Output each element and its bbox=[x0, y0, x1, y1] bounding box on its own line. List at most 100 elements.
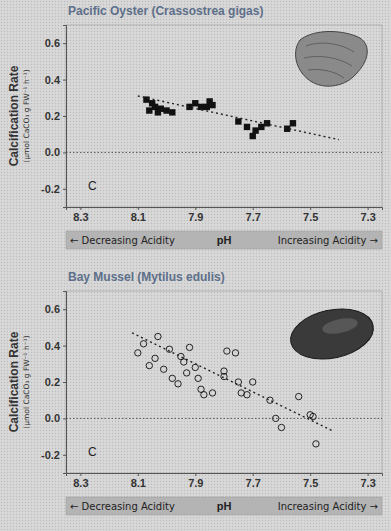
x-axis-title: pH bbox=[217, 234, 232, 246]
x-tick-mark bbox=[368, 473, 369, 476]
x-tick-mark bbox=[253, 473, 254, 476]
data-point bbox=[158, 106, 164, 112]
data-point bbox=[252, 127, 258, 133]
reference-line bbox=[66, 152, 382, 153]
x-tick-mark bbox=[368, 207, 369, 210]
y-tick: -0.2 bbox=[41, 449, 66, 461]
plot-frame bbox=[66, 25, 382, 207]
y-tick-label: 0.2 bbox=[45, 376, 60, 388]
x-tick: 7.9 bbox=[188, 207, 203, 223]
data-point bbox=[310, 413, 316, 419]
data-point bbox=[152, 104, 158, 110]
x-axis-line bbox=[67, 208, 383, 211]
x-tick-mark bbox=[138, 207, 139, 210]
data-point bbox=[273, 415, 279, 421]
y-tick: -0.2 bbox=[41, 183, 66, 195]
y-axis-title: Calcification Rate bbox=[7, 65, 21, 166]
mussel-highlight bbox=[321, 315, 359, 336]
y-axis-units: (µmol CaCO₃ g FW⁻¹ h⁻¹) bbox=[22, 69, 31, 162]
band-label-left: ← Decreasing Acidity bbox=[70, 235, 175, 246]
y-tick-mark bbox=[63, 116, 66, 117]
x-tick-label: 7.7 bbox=[246, 211, 261, 223]
x-tick-mark bbox=[310, 473, 311, 476]
y-tick-label: -0.2 bbox=[41, 183, 60, 195]
y-tick-label: 0.4 bbox=[45, 74, 61, 86]
data-point bbox=[198, 104, 204, 110]
x-tick: 7.7 bbox=[246, 207, 261, 223]
band-label-left: ← Decreasing Acidity bbox=[70, 501, 175, 512]
y-tick-mark bbox=[63, 152, 66, 153]
data-point bbox=[201, 392, 207, 398]
y-tick: 0.2 bbox=[45, 376, 66, 388]
chart-title: Pacific Oyster (Crassostrea gigas) bbox=[68, 4, 263, 18]
data-point bbox=[221, 373, 227, 379]
y-tick: 0.0 bbox=[45, 146, 66, 158]
y-tick: 0.2 bbox=[45, 110, 66, 122]
y-tick-label: 0.4 bbox=[45, 340, 61, 352]
y-tick-label: 0.6 bbox=[45, 37, 60, 49]
background bbox=[0, 0, 391, 531]
y-tick: 0.6 bbox=[45, 303, 66, 315]
x-tick-label: 8.1 bbox=[131, 211, 146, 223]
data-point bbox=[163, 107, 169, 113]
shell-icon bbox=[286, 302, 378, 366]
y-tick-label: 0.6 bbox=[45, 303, 60, 315]
data-point bbox=[258, 124, 264, 130]
data-point bbox=[224, 348, 230, 354]
y-tick-mark bbox=[63, 309, 66, 310]
x-tick: 8.1 bbox=[131, 207, 146, 223]
x-tick: 8.3 bbox=[73, 207, 88, 223]
x-tick-mark bbox=[195, 473, 196, 476]
y-axis-line bbox=[63, 26, 67, 208]
y-axis: -0.2 0.0 0.2 0.4 0.6 bbox=[41, 292, 66, 474]
x-tick: 7.7 bbox=[246, 473, 261, 489]
y-axis-title: Calcification Rate bbox=[7, 331, 21, 432]
y-tick-label: -0.2 bbox=[41, 449, 60, 461]
data-point bbox=[235, 118, 241, 124]
plot-frame bbox=[66, 291, 382, 473]
panel: Bay Mussel (Mytilus edulis)Calcification… bbox=[7, 270, 383, 515]
x-tick-mark bbox=[80, 473, 81, 476]
data-point bbox=[244, 392, 250, 398]
x-tick-label: 7.7 bbox=[246, 477, 261, 489]
x-axis-title: pH bbox=[217, 500, 232, 512]
x-tick-label: 7.9 bbox=[188, 477, 203, 489]
y-tick-mark bbox=[63, 346, 66, 347]
y-tick-label: 0.2 bbox=[45, 110, 60, 122]
chart-root: Pacific Oyster (Crassostrea gigas) Calcif… bbox=[0, 0, 391, 531]
x-tick-mark bbox=[310, 207, 311, 210]
data-point bbox=[264, 120, 270, 126]
data-point bbox=[267, 397, 273, 403]
data-point bbox=[250, 379, 256, 385]
x-tick-label: 8.3 bbox=[73, 211, 88, 223]
y-tick: 0.6 bbox=[45, 37, 66, 49]
y-axis-units: (µmol CaCO₃ g FW⁻¹ h⁻¹) bbox=[22, 335, 31, 428]
x-tick: 8.3 bbox=[73, 473, 88, 489]
x-tick-label: 7.5 bbox=[303, 211, 318, 223]
x-tick: 7.5 bbox=[303, 473, 318, 489]
data-point bbox=[244, 124, 250, 130]
data-point bbox=[192, 364, 198, 370]
y-tick-mark bbox=[63, 455, 66, 456]
y-tick: 0.4 bbox=[45, 74, 66, 86]
y-tick: 0.0 bbox=[45, 412, 66, 424]
trend-line bbox=[138, 96, 339, 140]
oyster-ridges bbox=[304, 43, 354, 78]
data-point bbox=[169, 109, 175, 115]
data-point bbox=[160, 366, 166, 372]
x-tick: 7.3 bbox=[360, 207, 375, 223]
y-tick: 0.4 bbox=[45, 340, 66, 352]
acidity-band bbox=[66, 497, 382, 515]
data-point bbox=[135, 350, 141, 356]
trend-line bbox=[132, 333, 333, 431]
panel: Pacific Oyster (Crassostrea gigas) Calcif… bbox=[7, 4, 383, 249]
data-point bbox=[175, 381, 181, 387]
x-tick: 7.9 bbox=[188, 473, 203, 489]
x-tick-mark bbox=[253, 207, 254, 210]
data-point bbox=[250, 133, 256, 139]
data-point bbox=[140, 341, 146, 347]
x-tick-label: 7.9 bbox=[188, 211, 203, 223]
x-tick-label: 7.5 bbox=[303, 477, 318, 489]
x-tick: 7.3 bbox=[360, 473, 375, 489]
x-axis: 8.38.17.97.77.57.3 bbox=[67, 473, 383, 489]
